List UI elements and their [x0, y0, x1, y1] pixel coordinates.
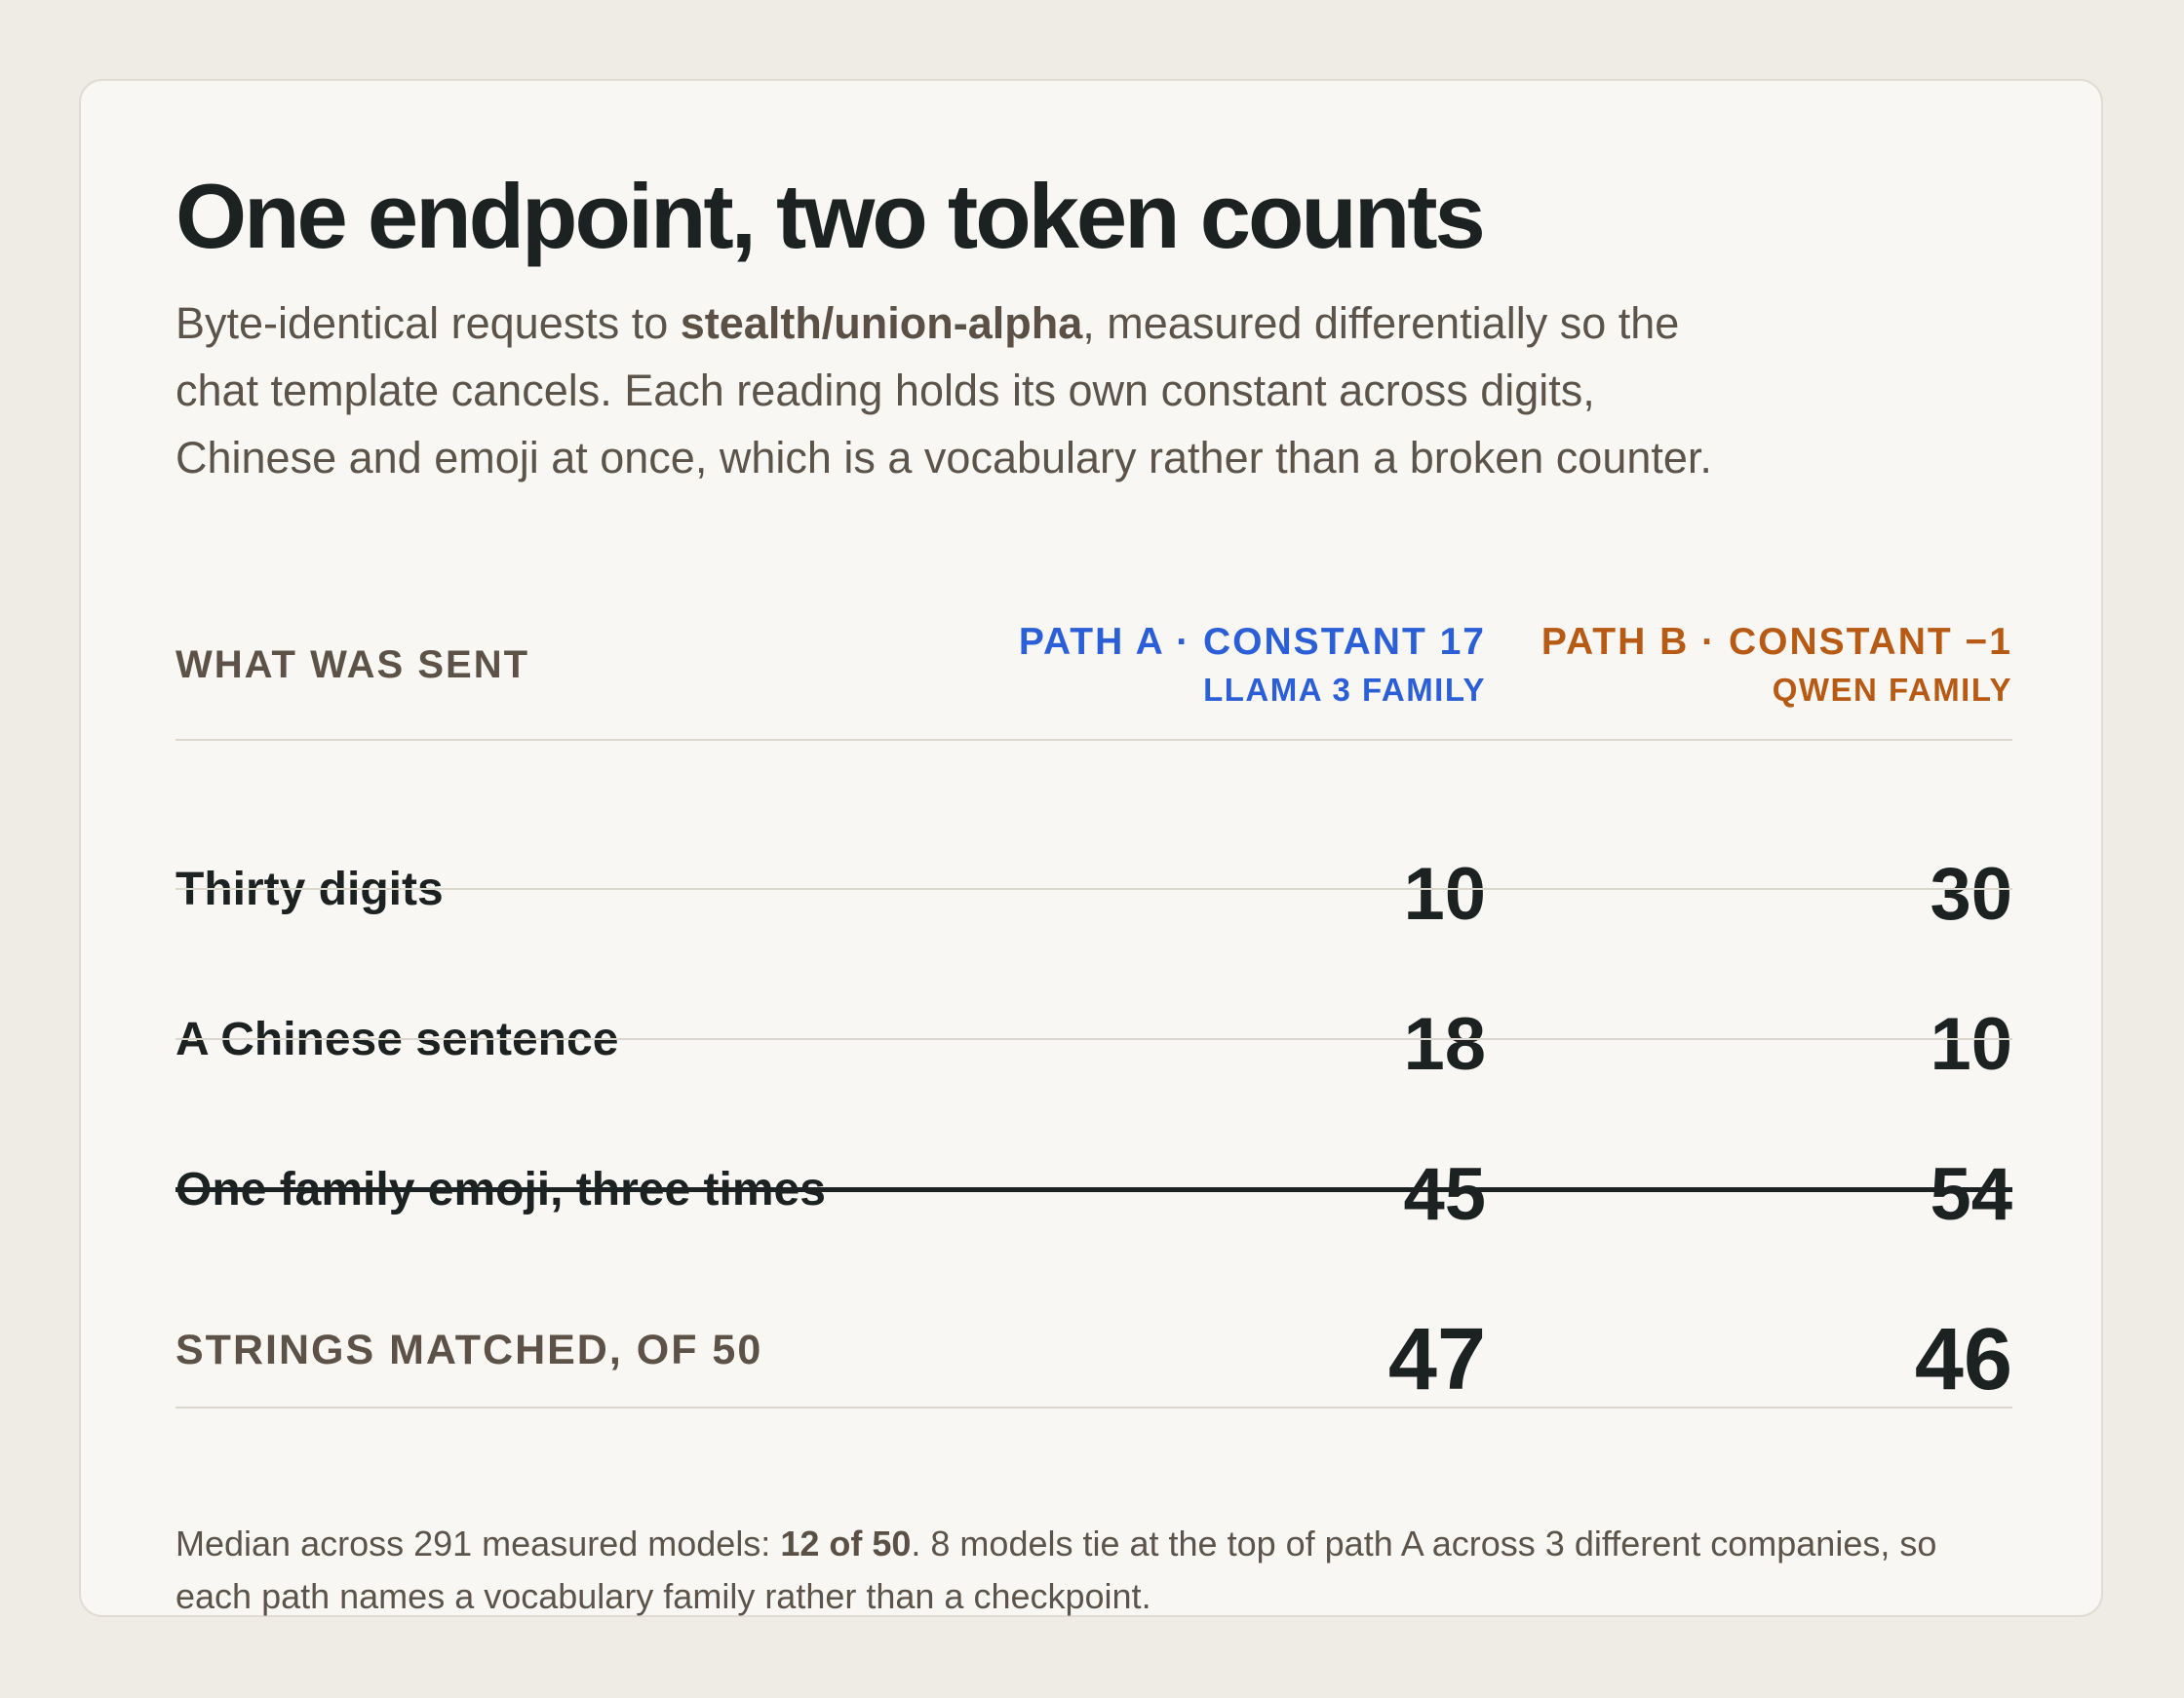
page-subtitle: Byte-identical requests to stealth/union…	[176, 289, 1755, 491]
footnote: Median across 291 measured models: 12 of…	[176, 1518, 2012, 1623]
row-divider	[176, 888, 2012, 890]
row-divider	[176, 1038, 2012, 1040]
footnote-text-end: . 8 models tie at the top of path A acro…	[176, 1524, 1937, 1616]
path-b-family: QWEN FAMILY	[1772, 672, 2012, 708]
page-title: One endpoint, two token counts	[176, 165, 1486, 267]
row-family-emoji-path-b: 54	[1930, 1153, 2012, 1236]
subtitle-endpoint-name: stealth/union-alpha	[680, 298, 1083, 348]
footnote-divider	[176, 1407, 2012, 1409]
row-thirty-digits-path-b: 30	[1930, 853, 2012, 936]
subtitle-text-start: Byte-identical requests to	[176, 298, 681, 348]
total-path-b: 46	[1914, 1311, 2012, 1409]
header-divider	[176, 739, 2012, 741]
footnote-text-start: Median across 291 measured models:	[176, 1524, 781, 1563]
column-header-what-was-sent: WHAT WAS SENT	[176, 643, 530, 686]
row-chinese-sentence-path-a: 18	[1403, 1003, 1486, 1086]
row-chinese-sentence-path-b: 10	[1930, 1003, 2012, 1086]
row-family-emoji-path-a: 45	[1403, 1153, 1486, 1236]
path-b-title: PATH B · CONSTANT −1	[1540, 621, 2012, 663]
total-path-a: 47	[1387, 1311, 1486, 1409]
total-divider	[176, 1187, 2012, 1192]
row-thirty-digits-path-a: 10	[1403, 853, 1486, 936]
subtitle-text-end: , measured differentially so the chat te…	[176, 298, 1712, 482]
results-card: One endpoint, two token counts Byte-iden…	[79, 79, 2103, 1617]
total-label: STRINGS MATCHED, OF 50	[176, 1327, 763, 1373]
path-a-family: LLAMA 3 FAMILY	[1203, 672, 1486, 708]
footnote-median-value: 12 of 50	[780, 1524, 912, 1563]
path-a-title: PATH A · CONSTANT 17	[1018, 621, 1486, 663]
